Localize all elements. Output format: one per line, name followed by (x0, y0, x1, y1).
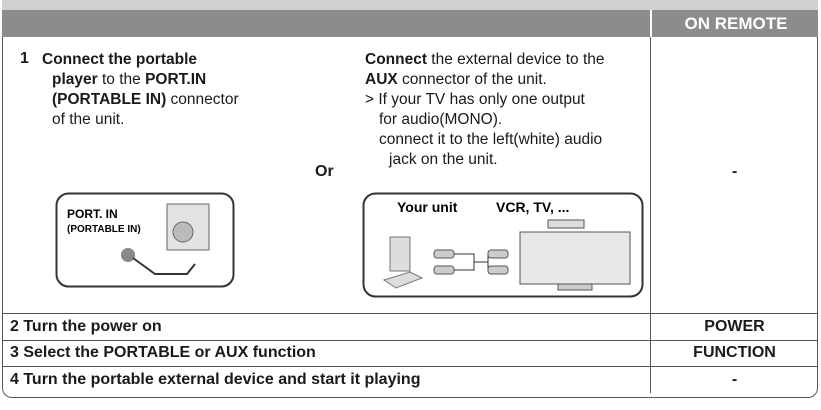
step-number: 1 (20, 50, 29, 67)
text-line: jack on the unit. (365, 150, 605, 170)
aux-text: Connect the external device to the AUX co… (365, 50, 605, 170)
or-label: Or (315, 163, 334, 180)
column-divider (650, 37, 651, 393)
remote-cell: POWER (704, 318, 765, 335)
text-run: Connect the portable (42, 51, 198, 68)
header-remote: ON REMOTE (650, 10, 820, 37)
text-run: AUX (365, 71, 398, 88)
text-run: of the unit. (52, 111, 125, 128)
text-run: > If your TV has only one output (365, 91, 585, 108)
plug (433, 249, 455, 259)
row-divider (2, 313, 818, 314)
text-line: Connect the portable (42, 50, 239, 70)
top-band (2, 0, 818, 10)
row-divider (2, 340, 818, 341)
text-run: connector of the unit. (397, 71, 547, 88)
text-run: connect it to the left(white) audio (379, 131, 603, 148)
unit-speaker (389, 236, 411, 272)
text-line: connect it to the left(white) audio (365, 130, 605, 150)
text-run: Connect (365, 51, 427, 68)
text-line: player to the PORT.IN (42, 70, 239, 90)
cable (132, 257, 196, 275)
aux-diagram: Your unit VCR, TV, ... (362, 192, 644, 298)
text-line: Connect the external device to the (365, 50, 605, 70)
header-bar (2, 10, 818, 37)
port-label: (PORTABLE IN) (67, 224, 141, 235)
text-line: (PORTABLE IN) connector (42, 90, 239, 110)
step-row: 2 Turn the power on (10, 318, 162, 335)
unit-label: Your unit (397, 199, 458, 215)
text-run: jack on the unit. (389, 151, 498, 168)
text-run: connector (166, 91, 239, 108)
tv-stand (557, 283, 593, 291)
text-line: AUX connector of the unit. (365, 70, 605, 90)
text-run: for audio(MONO). (379, 111, 503, 128)
text-line: > If your TV has only one output (365, 90, 605, 110)
tv (519, 231, 631, 285)
text-line: for audio(MONO). (365, 110, 605, 130)
plug (433, 265, 455, 275)
text-line: of the unit. (42, 110, 239, 130)
text-run: to the (97, 71, 146, 88)
step-row: 4 Turn the portable external device and … (10, 371, 421, 388)
vcr (547, 219, 585, 229)
text-run: the external device to the (427, 51, 605, 68)
unit-base (382, 271, 424, 289)
jack (121, 248, 135, 262)
portable-text: Connect the portable player to the PORT.I… (42, 50, 239, 130)
table-frame (2, 37, 818, 398)
port-label: PORT. IN (67, 207, 118, 221)
player-wheel (172, 221, 194, 243)
text-run: (PORTABLE IN) (52, 91, 167, 108)
remote-cell: FUNCTION (693, 344, 776, 361)
step-row: 3 Select the PORTABLE or AUX function (10, 344, 316, 361)
portable-diagram: PORT. IN (PORTABLE IN) (55, 192, 235, 288)
plug (487, 265, 509, 275)
remote-cell: - (731, 371, 738, 388)
tv-label: VCR, TV, ... (496, 199, 569, 215)
text-run: PORT.IN (145, 71, 207, 88)
row-divider (2, 366, 818, 367)
remote-dash: - (732, 163, 738, 180)
plug (487, 249, 509, 259)
text-run: player (52, 71, 98, 88)
